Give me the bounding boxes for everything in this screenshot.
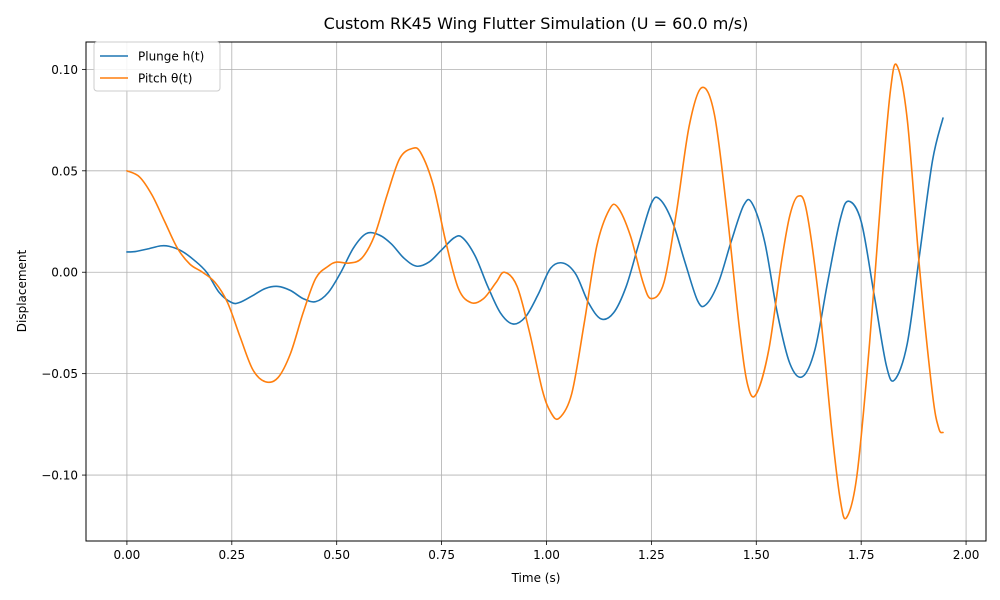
series-line-pitch <box>126 63 944 520</box>
x-tick-label: 2.00 <box>953 548 980 562</box>
legend-label-pitch: Pitch θ(t) <box>138 72 192 86</box>
x-tick-label: 1.75 <box>848 548 875 562</box>
x-axis: 0.00 0.25 0.50 0.75 1.00 1.25 1.50 1.75 2.00 <box>114 541 980 562</box>
y-grid <box>86 68 986 476</box>
legend-label-plunge: Plunge h(t) <box>138 50 204 64</box>
x-tick-label: 0.00 <box>114 548 141 562</box>
x-tick-label: 0.25 <box>218 548 245 562</box>
legend: Plunge h(t) Pitch θ(t) <box>93 41 221 92</box>
y-axis-label: Displacement <box>15 249 29 332</box>
y-tick-label: −0.10 <box>41 469 78 483</box>
series-layer <box>126 63 944 520</box>
y-axis: −0.10 −0.05 0.00 0.05 0.10 <box>41 63 86 483</box>
x-grid <box>126 42 967 541</box>
y-tick-label: −0.05 <box>41 367 78 381</box>
x-tick-label: 1.50 <box>743 548 770 562</box>
x-tick-label: 0.75 <box>428 548 455 562</box>
plot-frame <box>85 41 987 542</box>
y-tick-label: 0.10 <box>51 63 78 77</box>
x-tick-label: 1.00 <box>533 548 560 562</box>
x-tick-label: 1.25 <box>638 548 665 562</box>
plot-area <box>86 42 986 541</box>
x-tick-label: 0.50 <box>323 548 350 562</box>
chart-title: Custom RK45 Wing Flutter Simulation (U =… <box>324 14 749 33</box>
y-tick-label: 0.00 <box>51 266 78 280</box>
y-tick-label: 0.05 <box>51 164 78 178</box>
series-line-plunge <box>126 117 944 382</box>
x-axis-label: Time (s) <box>511 571 561 585</box>
